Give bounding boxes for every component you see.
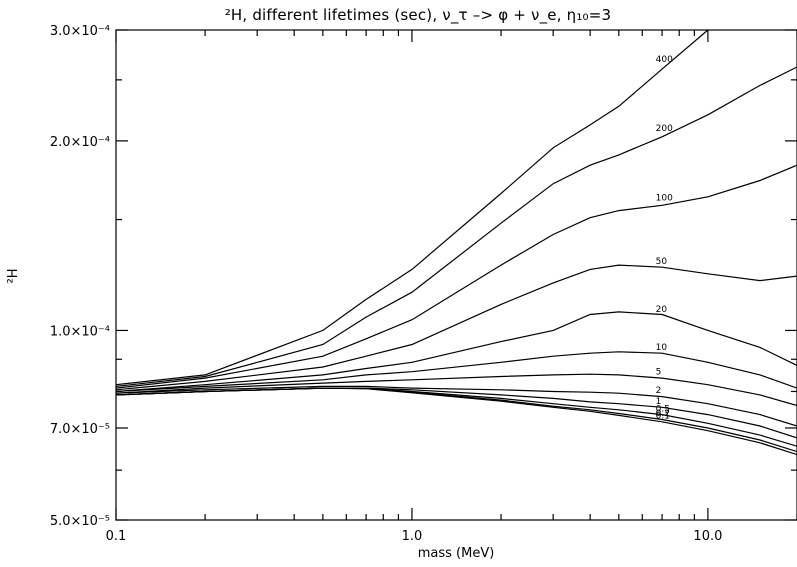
series-label-0-2: 0.2: [656, 409, 670, 419]
x-axis-title: mass (MeV): [418, 546, 495, 561]
series-line-400: [115, 29, 709, 386]
y-tick-label-5-0-10: 5.0×10⁻⁵: [50, 514, 110, 529]
series-line-2: [115, 385, 797, 427]
chart-title: ²H, different lifetimes (sec), ν_τ –> φ …: [225, 6, 612, 25]
series-label-200: 200: [656, 124, 673, 134]
series-label-20: 20: [656, 305, 668, 315]
series-line-100: [115, 164, 797, 389]
series-label-400: 400: [656, 55, 673, 65]
series-label-10: 10: [656, 343, 668, 353]
series-label-5: 5: [656, 368, 662, 378]
y-tick-label-3-0-10: 3.0×10⁻⁴: [50, 24, 110, 39]
x-tick-label-1-0: 1.0: [402, 529, 423, 544]
axis-ticks: 0.1 1.0 10.0 5.0×10⁻⁵ 7.0×10⁻⁵ 1.0×10⁻⁴ 2.0×10…: [50, 24, 797, 544]
y-tick-label-7-0-10: 7.0×10⁻⁵: [50, 422, 110, 437]
series-label-50: 50: [656, 257, 668, 267]
plot-frame: [115, 29, 797, 521]
series-line-20: [115, 311, 797, 393]
y-tick-label-1-0-10: 1.0×10⁻⁴: [50, 324, 110, 339]
series-line-0-2: [115, 387, 797, 453]
series-line-10: [115, 351, 797, 393]
series-label-0-5: 0.5: [656, 404, 670, 414]
series-labels: 400 200 100 50 20 10 5 210.50.20.1: [656, 55, 673, 421]
series-label-1: 1: [656, 397, 662, 407]
series-line-5: [115, 373, 797, 407]
series-line-50: [115, 264, 797, 391]
series-label-2: 2: [656, 386, 662, 396]
y-tick-label-2-0-10: 2.0×10⁻⁴: [50, 135, 110, 150]
series-lines: [115, 29, 797, 456]
y-axis-title: ²H: [6, 269, 21, 284]
series-line-200: [115, 66, 797, 387]
series-label-100: 100: [656, 194, 673, 204]
series-line-0-1: [115, 387, 797, 456]
series-label-0-1: 0.1: [656, 412, 670, 422]
x-tick-label-0-1: 0.1: [106, 529, 127, 544]
x-tick-label-10-0: 10.0: [693, 529, 722, 544]
